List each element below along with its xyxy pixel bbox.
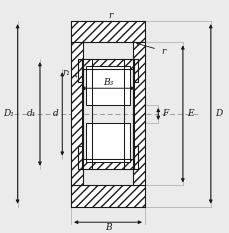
Bar [82,159,133,169]
Bar [78,146,82,169]
Bar [86,66,129,105]
Text: F: F [162,110,168,118]
Text: D₁: D₁ [3,110,14,118]
Bar [82,59,133,69]
Bar [133,42,144,185]
Bar [133,146,137,169]
Bar [82,59,133,69]
Text: B: B [104,223,111,232]
Text: B₃: B₃ [102,78,113,87]
Bar [82,159,133,169]
Bar [71,42,82,185]
Bar [71,42,82,185]
Text: E: E [186,110,193,118]
Text: d: d [53,110,58,118]
Bar [133,59,137,82]
Bar [133,59,137,82]
Text: r: r [108,11,112,20]
Bar [78,59,82,82]
Text: r₁: r₁ [62,68,70,77]
Text: r: r [161,47,165,56]
Bar [133,146,137,169]
Text: D: D [214,110,221,118]
Bar [78,59,82,82]
Bar [71,21,144,42]
Bar [71,21,144,42]
Bar [78,146,82,169]
Bar [133,42,144,185]
Bar [86,123,129,162]
Bar [71,185,144,207]
Text: d₁: d₁ [27,110,36,118]
Bar [71,185,144,207]
